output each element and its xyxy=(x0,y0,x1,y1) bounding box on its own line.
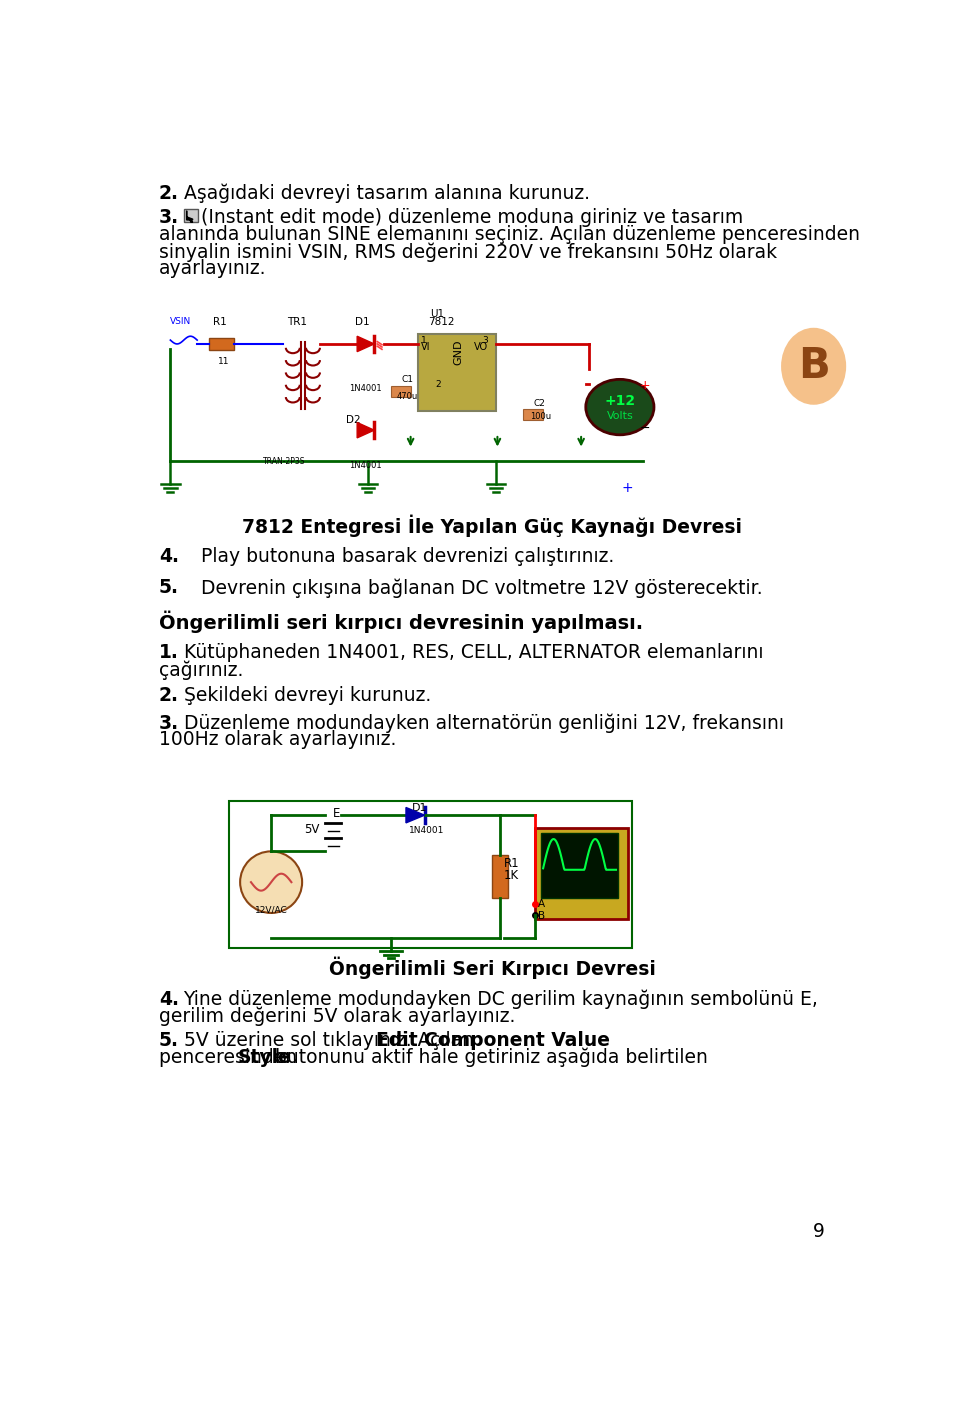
Text: 100u: 100u xyxy=(530,412,551,422)
Text: Şekildeki devreyi kurunuz.: Şekildeki devreyi kurunuz. xyxy=(183,685,431,705)
FancyBboxPatch shape xyxy=(209,338,234,350)
Text: 2.: 2. xyxy=(158,184,179,202)
Text: 5.: 5. xyxy=(158,578,179,598)
Text: VSIN: VSIN xyxy=(170,317,192,326)
Text: 4.: 4. xyxy=(158,990,179,1010)
Text: B: B xyxy=(538,912,545,922)
Text: 3.: 3. xyxy=(158,208,179,228)
Text: 1N4001: 1N4001 xyxy=(348,462,381,470)
Text: 1K: 1K xyxy=(504,869,518,882)
Text: Devrenin çıkışına bağlanan DC voltmetre 12V gösterecektir.: Devrenin çıkışına bağlanan DC voltmetre … xyxy=(202,578,763,598)
Text: TR1: TR1 xyxy=(287,317,306,327)
Text: 3: 3 xyxy=(482,336,488,346)
Text: Öngerilimli seri kırpıcı devresinin yapılması.: Öngerilimli seri kırpıcı devresinin yapı… xyxy=(158,610,643,633)
FancyBboxPatch shape xyxy=(228,801,632,947)
Text: D2: D2 xyxy=(347,415,361,425)
Text: C2: C2 xyxy=(533,399,545,408)
Text: Yine düzenleme modundayken DC gerilim kaynağının sembolünü E,: Yine düzenleme modundayken DC gerilim ka… xyxy=(183,990,819,1010)
Text: R1: R1 xyxy=(504,857,519,869)
Circle shape xyxy=(240,851,302,913)
Text: D1: D1 xyxy=(412,803,427,813)
FancyBboxPatch shape xyxy=(392,387,412,396)
Text: alanında bulunan SINE elemanını seçiniz. Açılan düzenleme penceresinden: alanında bulunan SINE elemanını seçiniz.… xyxy=(158,225,860,245)
Polygon shape xyxy=(357,422,374,438)
FancyBboxPatch shape xyxy=(419,334,496,411)
Text: 3.: 3. xyxy=(158,714,179,732)
Text: 2: 2 xyxy=(436,379,441,389)
Text: 5.: 5. xyxy=(158,1031,179,1049)
Text: R1: R1 xyxy=(213,317,227,327)
Text: (Instant edit mode) düzenleme moduna giriniz ve tasarım: (Instant edit mode) düzenleme moduna gir… xyxy=(202,208,744,228)
Text: 1N4001: 1N4001 xyxy=(348,384,381,394)
Text: 4.: 4. xyxy=(158,547,179,566)
Text: Play butonuna basarak devrenizi çalıştırınız.: Play butonuna basarak devrenizi çalıştır… xyxy=(202,547,614,566)
Text: Aşağıdaki devreyi tasarım alanına kurunuz.: Aşağıdaki devreyi tasarım alanına kurunu… xyxy=(183,184,589,204)
Text: Düzenleme modundayken alternatörün genliğini 12V, frekansını: Düzenleme modundayken alternatörün genli… xyxy=(183,714,783,733)
FancyBboxPatch shape xyxy=(183,210,198,222)
Text: butonunu aktif hale getiriniz aşağıda belirtilen: butonunu aktif hale getiriniz aşağıda be… xyxy=(269,1048,708,1068)
Text: 1: 1 xyxy=(420,336,426,346)
Text: VO: VO xyxy=(474,341,489,351)
Polygon shape xyxy=(406,807,424,823)
Polygon shape xyxy=(357,336,374,351)
Text: çağırınız.: çağırınız. xyxy=(158,660,243,680)
Text: +12: +12 xyxy=(604,394,636,408)
Polygon shape xyxy=(186,211,193,222)
Text: 12V/AC: 12V/AC xyxy=(254,905,287,915)
Text: +: + xyxy=(639,379,650,392)
Text: +: + xyxy=(622,481,634,496)
Text: ayarlayınız.: ayarlayınız. xyxy=(158,259,266,278)
Text: 7812 Entegresi İle Yapılan Güç Kaynağı Devresi: 7812 Entegresi İle Yapılan Güç Kaynağı D… xyxy=(242,514,742,537)
Text: Style: Style xyxy=(238,1048,292,1066)
Text: GND: GND xyxy=(453,340,464,365)
Text: 1N4001: 1N4001 xyxy=(409,826,444,835)
Text: Edit Component Value: Edit Component Value xyxy=(375,1031,610,1049)
Text: Volts: Volts xyxy=(607,411,634,422)
FancyBboxPatch shape xyxy=(492,855,508,898)
Text: D1: D1 xyxy=(355,317,370,327)
Text: 5V: 5V xyxy=(303,823,319,835)
Text: gerilim değerini 5V olarak ayarlayınız.: gerilim değerini 5V olarak ayarlayınız. xyxy=(158,1007,516,1027)
Text: penceresinden: penceresinden xyxy=(158,1048,302,1066)
Text: 5V üzerine sol tıklayınız. Açılan: 5V üzerine sol tıklayınız. Açılan xyxy=(183,1031,480,1049)
Text: 1.: 1. xyxy=(158,643,179,663)
FancyBboxPatch shape xyxy=(535,828,628,919)
Text: 470u: 470u xyxy=(396,392,418,401)
Text: 11: 11 xyxy=(219,357,230,365)
Text: A: A xyxy=(538,899,545,909)
Text: U1: U1 xyxy=(430,309,444,319)
FancyBboxPatch shape xyxy=(523,409,543,421)
Text: VI: VI xyxy=(420,341,430,351)
Text: Kütüphaneden 1N4001, RES, CELL, ALTERNATOR elemanlarını: Kütüphaneden 1N4001, RES, CELL, ALTERNAT… xyxy=(183,643,763,663)
Text: B: B xyxy=(798,346,829,387)
Text: 9: 9 xyxy=(813,1222,826,1240)
Ellipse shape xyxy=(781,327,846,405)
Text: 7812: 7812 xyxy=(427,317,454,327)
Text: C1: C1 xyxy=(401,375,414,384)
Text: E: E xyxy=(333,807,341,820)
Text: TRAN-2P3S: TRAN-2P3S xyxy=(263,457,306,466)
FancyBboxPatch shape xyxy=(540,833,618,898)
Text: 100Hz olarak ayarlayınız.: 100Hz olarak ayarlayınız. xyxy=(158,731,396,749)
Text: −: − xyxy=(639,422,650,435)
Text: sinyalin ismini VSIN, RMS değerini 220V ve frekansını 50Hz olarak: sinyalin ismini VSIN, RMS değerini 220V … xyxy=(158,242,777,262)
Text: Öngerilimli Seri Kırpıcı Devresi: Öngerilimli Seri Kırpıcı Devresi xyxy=(328,957,656,980)
Text: 2.: 2. xyxy=(158,685,179,705)
Ellipse shape xyxy=(586,379,654,435)
